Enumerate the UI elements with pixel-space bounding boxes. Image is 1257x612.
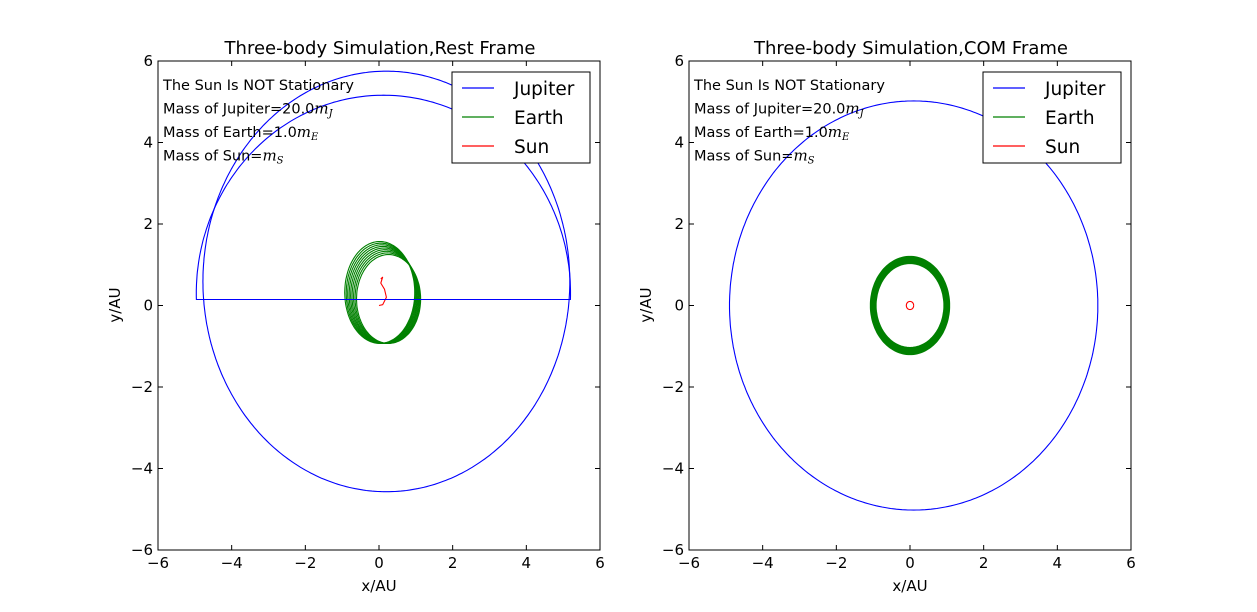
x-tick-label: 0 (374, 554, 384, 572)
legend-label-jupiter: Jupiter (513, 79, 575, 100)
y-tick-label: 2 (674, 215, 684, 233)
series-line-jupiter (195, 94, 572, 301)
y-tick-label: −6 (131, 541, 153, 559)
series-line-sun (905, 300, 915, 311)
x-tick-label: −6 (678, 554, 700, 572)
series-line-sun (378, 276, 387, 307)
x-axis-label: x/AU (892, 577, 927, 595)
legend: Jupiter Earth Sun (451, 71, 591, 164)
x-tick-label: 4 (1053, 554, 1063, 572)
annotation-text: Mass of Sun=mS (694, 147, 815, 167)
legend-label-sun: Sun (1045, 137, 1080, 158)
series-line-earth (347, 244, 417, 344)
series-line-earth (351, 249, 419, 344)
annotation-text: Mass of Earth=1.0mE (694, 123, 850, 143)
annotation-text: Mass of Sun=mS (163, 147, 284, 167)
x-tick-label: 6 (1126, 554, 1136, 572)
legend-label-sun: Sun (514, 137, 549, 158)
y-tick-label: 0 (143, 297, 153, 315)
y-tick-label: 2 (143, 215, 153, 233)
y-tick-label: −6 (662, 541, 684, 559)
chart-title: Three-body Simulation,Rest Frame (224, 38, 536, 59)
x-tick-label: −2 (294, 554, 316, 572)
annotation-text: The Sun Is NOT Stationary (693, 78, 885, 94)
legend: Jupiter Earth Sun (982, 71, 1122, 164)
y-axis-label: y/AU (106, 287, 124, 322)
x-tick-label: −4 (221, 554, 243, 572)
y-tick-label: −4 (131, 460, 153, 478)
annotation-text: Mass of Earth=1.0mE (163, 123, 319, 143)
annotation-block: The Sun Is NOT Stationary Mass of Jupiter… (162, 78, 354, 167)
annotation-block: The Sun Is NOT Stationary Mass of Jupiter… (693, 78, 885, 167)
y-tick-label: −2 (131, 378, 153, 396)
annotation-text: Mass of Jupiter=20.0mJ (163, 100, 334, 120)
annotation-text: Mass of Jupiter=20.0mJ (694, 100, 865, 120)
x-tick-label: −6 (147, 554, 169, 572)
legend-label-earth: Earth (514, 108, 564, 129)
annotation-text: The Sun Is NOT Stationary (162, 78, 354, 94)
series-line-earth (350, 247, 419, 344)
legend-label-earth: Earth (1045, 108, 1095, 129)
series-line-earth (869, 255, 951, 356)
y-tick-label: −2 (662, 378, 684, 396)
y-tick-label: 4 (674, 134, 684, 152)
x-tick-label: 2 (979, 554, 989, 572)
series-line-earth (344, 240, 416, 344)
series-line-earth (345, 242, 417, 344)
y-tick-label: −4 (662, 460, 684, 478)
x-tick-label: 2 (448, 554, 458, 572)
series-line-earth (348, 245, 418, 344)
chart-com-frame: Three-body Simulation,COM Frame −6 −4 −2 0 2… (637, 38, 1136, 595)
y-tick-label: 4 (143, 134, 153, 152)
series-line-earth (354, 252, 421, 344)
chart-rest-frame: Three-body Simulation,Rest Frame −6 −4 −2 0… (106, 38, 605, 595)
x-tick-label: 4 (522, 554, 532, 572)
y-axis-label: y/AU (637, 287, 655, 322)
x-tick-label: 6 (595, 554, 605, 572)
y-tick-label: 0 (674, 297, 684, 315)
chart-title: Three-body Simulation,COM Frame (753, 38, 1068, 59)
x-tick-label: −2 (825, 554, 847, 572)
y-tick-label: 6 (143, 52, 153, 70)
series-line-earth (353, 250, 420, 344)
y-tick-label: 6 (674, 52, 684, 70)
legend-label-jupiter: Jupiter (1044, 79, 1106, 100)
x-tick-label: −4 (752, 554, 774, 572)
x-tick-label: 0 (905, 554, 915, 572)
x-axis-label: x/AU (361, 577, 396, 595)
